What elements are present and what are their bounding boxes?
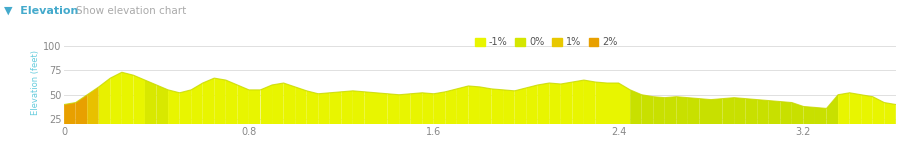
Polygon shape	[815, 107, 826, 124]
Polygon shape	[885, 103, 895, 124]
Polygon shape	[769, 101, 780, 124]
Polygon shape	[64, 103, 76, 124]
Polygon shape	[99, 78, 111, 124]
Polygon shape	[607, 83, 618, 124]
Polygon shape	[503, 90, 515, 124]
Text: ▼  Elevation: ▼ Elevation	[4, 6, 79, 16]
Polygon shape	[584, 80, 596, 124]
Polygon shape	[757, 100, 769, 124]
Polygon shape	[341, 91, 353, 124]
Polygon shape	[826, 95, 838, 124]
Polygon shape	[838, 93, 850, 124]
Polygon shape	[434, 92, 446, 124]
Polygon shape	[410, 93, 422, 124]
Polygon shape	[295, 87, 307, 124]
Polygon shape	[780, 102, 792, 124]
Polygon shape	[850, 93, 861, 124]
Polygon shape	[549, 83, 561, 124]
Polygon shape	[723, 98, 734, 124]
Polygon shape	[145, 80, 157, 124]
Polygon shape	[572, 80, 584, 124]
Polygon shape	[861, 95, 873, 124]
Polygon shape	[133, 75, 145, 124]
Polygon shape	[329, 92, 341, 124]
Polygon shape	[168, 90, 180, 124]
Y-axis label: Elevation (feet): Elevation (feet)	[32, 50, 40, 115]
Polygon shape	[284, 83, 295, 124]
Polygon shape	[76, 95, 87, 124]
Polygon shape	[457, 86, 468, 124]
Polygon shape	[480, 87, 491, 124]
Polygon shape	[122, 72, 133, 124]
Polygon shape	[353, 91, 364, 124]
Polygon shape	[238, 85, 249, 124]
Polygon shape	[804, 106, 815, 124]
Polygon shape	[734, 98, 746, 124]
Polygon shape	[746, 99, 757, 124]
Polygon shape	[157, 85, 168, 124]
Polygon shape	[319, 93, 329, 124]
Polygon shape	[630, 90, 642, 124]
Text: Show elevation chart: Show elevation chart	[76, 6, 187, 16]
Polygon shape	[653, 97, 665, 124]
Polygon shape	[873, 97, 885, 124]
Polygon shape	[665, 97, 676, 124]
Polygon shape	[422, 93, 434, 124]
Polygon shape	[260, 85, 272, 124]
Polygon shape	[191, 83, 202, 124]
Polygon shape	[526, 85, 537, 124]
Legend: -1%, 0%, 1%, 2%: -1%, 0%, 1%, 2%	[472, 33, 622, 51]
Polygon shape	[376, 93, 388, 124]
Polygon shape	[388, 94, 399, 124]
Polygon shape	[676, 97, 688, 124]
Polygon shape	[87, 87, 99, 124]
Polygon shape	[446, 89, 457, 124]
Polygon shape	[468, 86, 480, 124]
Polygon shape	[491, 89, 503, 124]
Polygon shape	[180, 90, 191, 124]
Polygon shape	[399, 94, 410, 124]
Polygon shape	[537, 83, 549, 124]
Polygon shape	[111, 72, 122, 124]
Polygon shape	[364, 92, 376, 124]
Polygon shape	[618, 83, 630, 124]
Polygon shape	[711, 99, 723, 124]
Polygon shape	[214, 78, 226, 124]
Polygon shape	[307, 91, 319, 124]
Polygon shape	[688, 98, 699, 124]
Polygon shape	[515, 88, 526, 124]
Polygon shape	[561, 82, 572, 124]
Polygon shape	[792, 103, 804, 124]
Polygon shape	[272, 83, 284, 124]
Polygon shape	[699, 99, 711, 124]
Polygon shape	[642, 95, 653, 124]
Polygon shape	[202, 78, 214, 124]
Polygon shape	[249, 90, 260, 124]
Polygon shape	[596, 82, 607, 124]
Polygon shape	[226, 80, 238, 124]
